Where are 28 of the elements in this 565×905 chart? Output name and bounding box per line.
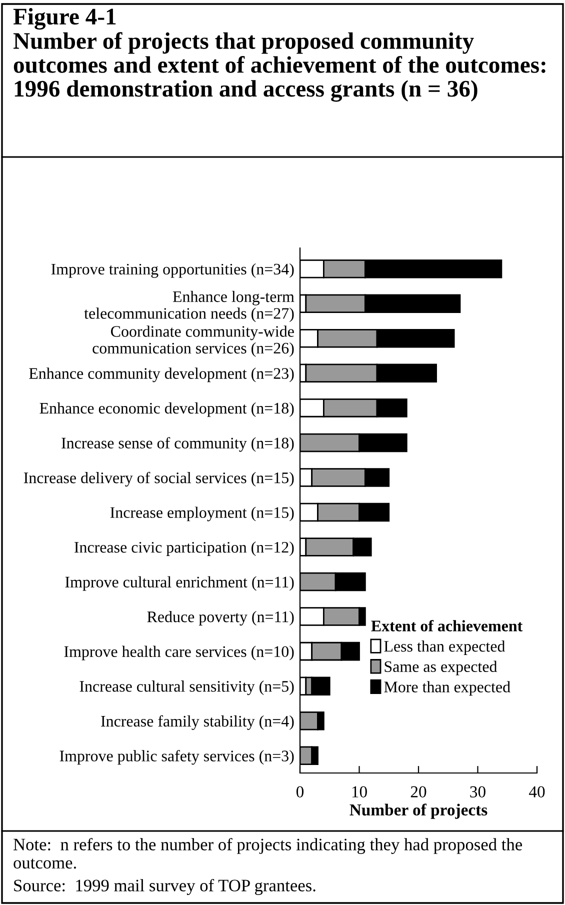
y-tick-label: Increase cultural sensitivity (n=5) [80,680,294,696]
y-tick-label: Reduce poverty (n=11) [147,611,294,626]
y-tick-label: Enhance long-term telecommunication needs (n=27) [84,290,294,322]
x-axis-title: Number of projects [350,804,488,819]
y-tick-label: Increase delivery of social services (n=15) [24,472,294,487]
y-tick-label: Increase civic participation (n=12) [74,541,294,556]
legend-label: More than expected [384,681,510,696]
y-tick-label: Improve health care services (n=10) [64,646,294,660]
chart-title: Figure 4-1 Number of projects that proposed community outcomes and extent of achievement of the outcomes: 1996 demonstration and access grants (n = 36) [13,8,546,102]
y-tick-label: Coordinate community-wide communication services (n=26) [92,326,294,357]
legend-label: Less than expected [384,640,506,655]
legend-title: Extent of achievement [371,620,523,632]
x-tick-label: 40 [528,786,545,798]
y-tick-label: Enhance economic development (n=18) [40,402,294,417]
y-tick-label: Improve public safety services (n=3) [60,750,294,765]
y-tick-label: Increase family stability (n=4) [101,715,294,730]
legend-label: Same as expected [384,660,498,676]
y-tick-label: Enhance community development (n=23) [29,368,294,382]
y-tick-label: Improve training opportunities (n=34) [51,263,294,278]
y-tick-label: Improve cultural enrichment (n=11) [65,576,294,591]
x-tick-label: 30 [470,786,486,798]
text: Note: n refers to the number of projects indicating they had proposed the outcome. [14,838,522,869]
x-tick-label: 10 [352,786,367,798]
source-note: Source: 1999 mail survey of TOP grantees. [14,879,316,895]
y-tick-label: Increase sense of community (n=18) [62,437,294,452]
x-tick-label: 0 [296,786,304,798]
x-tick-label: 20 [410,786,426,798]
y-tick-label: Increase employment (n=15) [110,506,294,522]
